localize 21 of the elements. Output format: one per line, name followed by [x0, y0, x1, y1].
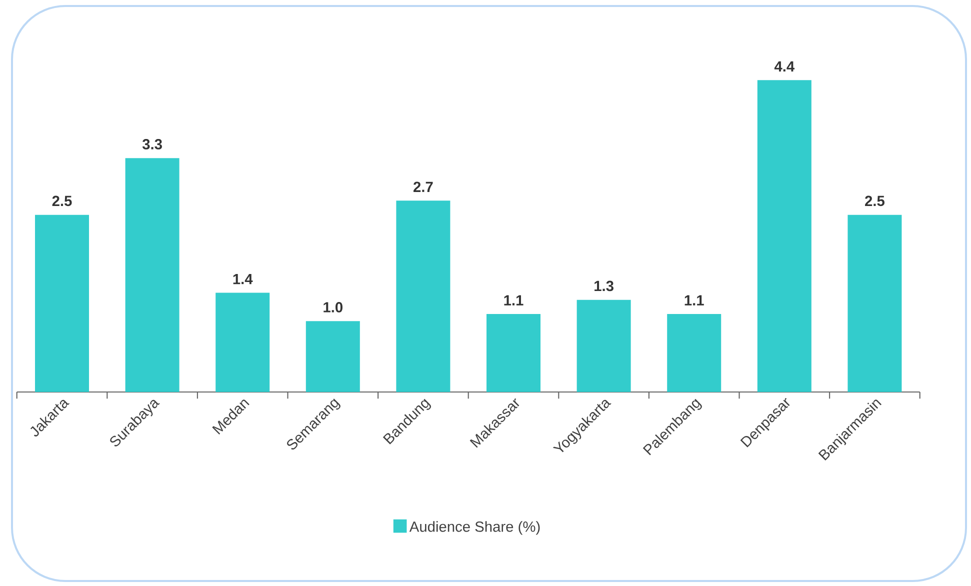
data-label: 1.1: [684, 295, 704, 306]
bar: [757, 80, 812, 392]
data-label: 4.4: [774, 61, 795, 72]
bar: [667, 314, 722, 392]
bar: [306, 321, 360, 392]
legend-label: Audience Share (%): [409, 521, 540, 535]
bar: [35, 214, 89, 392]
data-label: 2.7: [414, 182, 433, 192]
data-label: 2.5: [865, 196, 884, 206]
bar: [576, 300, 631, 392]
data-label: 3.3: [142, 139, 162, 150]
bar: [396, 200, 450, 392]
bar: [125, 158, 180, 392]
data-label: 1.3: [594, 280, 614, 292]
data-label: 1.0: [324, 302, 342, 312]
data-label: 1.1: [504, 295, 524, 306]
bar: [216, 292, 270, 392]
bar: [486, 314, 541, 392]
bar: [848, 214, 902, 392]
data-label: 1.4: [233, 274, 253, 284]
data-label: 2.5: [52, 196, 72, 206]
